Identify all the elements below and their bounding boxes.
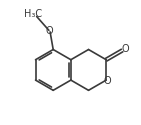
Text: O: O (104, 76, 112, 86)
Text: H₃C: H₃C (24, 9, 42, 19)
Text: O: O (122, 44, 129, 54)
Text: O: O (46, 26, 53, 36)
